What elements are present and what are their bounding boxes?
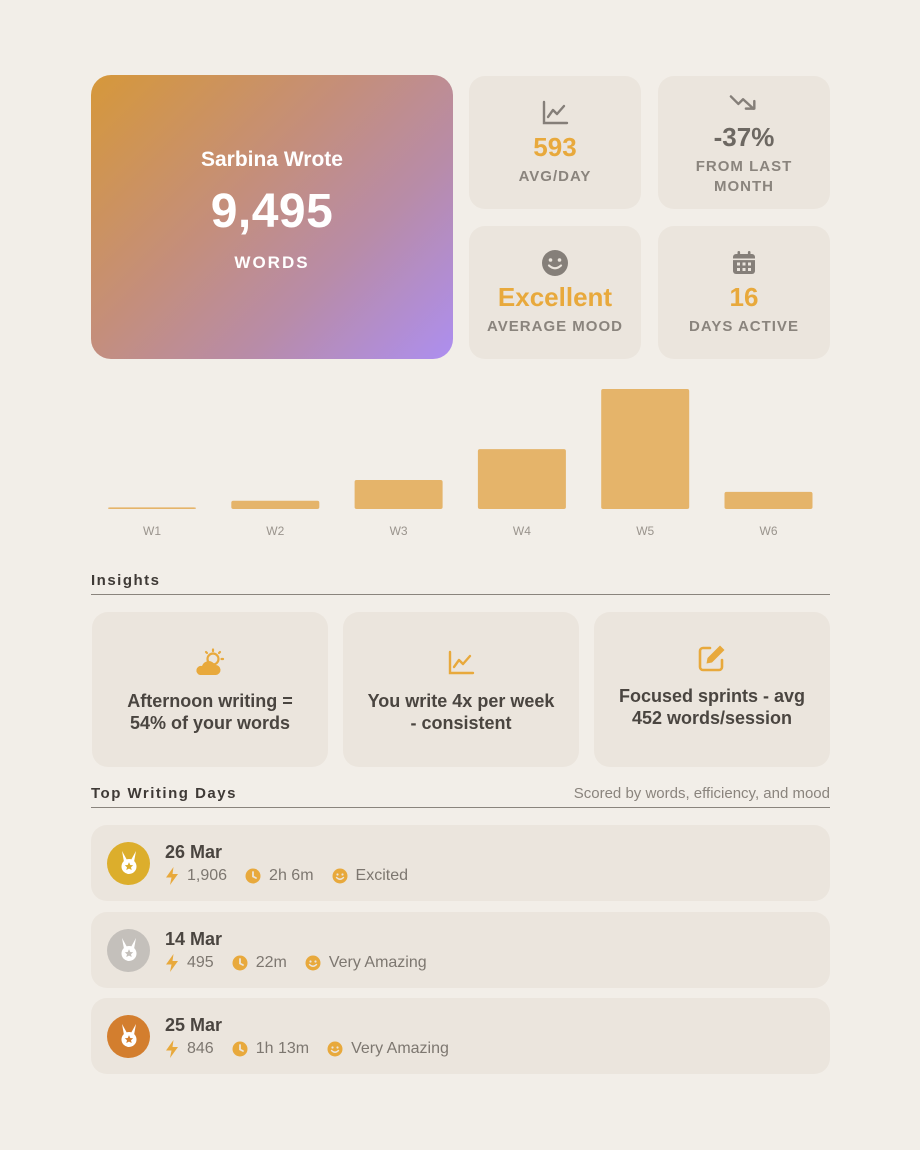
average-mood-label: AVERAGE MOOD bbox=[487, 318, 623, 335]
top-day-row[interactable]: 25 Mar 846 1h 13m Very Amazing bbox=[91, 998, 830, 1074]
top-day-meta: 495 22m Very Amazing bbox=[165, 953, 445, 972]
bar-w1[interactable] bbox=[108, 507, 196, 509]
x-tick-label: W5 bbox=[636, 524, 654, 538]
stat-days-active: 16 DAYS ACTIVE bbox=[658, 226, 830, 359]
top-day-date: 26 Mar bbox=[165, 841, 223, 862]
top-day-mood: Very Amazing bbox=[327, 1040, 449, 1058]
bar-w2[interactable] bbox=[231, 500, 320, 509]
bar-w3[interactable] bbox=[354, 480, 443, 509]
bar-w6[interactable] bbox=[724, 491, 813, 509]
smiley-icon bbox=[327, 1041, 343, 1056]
average-mood-value: Excellent bbox=[497, 282, 613, 312]
top-day-duration: 1h 13m bbox=[232, 1040, 309, 1058]
top-day-words-value: 495 bbox=[187, 953, 214, 971]
top-day-duration-value: 2h 6m bbox=[269, 866, 314, 884]
top-day-duration: 22m bbox=[232, 954, 287, 972]
top-day-mood: Very Amazing bbox=[305, 954, 427, 972]
smiley-icon bbox=[332, 868, 348, 883]
top-day-mood-value: Excited bbox=[355, 866, 408, 884]
top-day-mood-value: Very Amazing bbox=[328, 953, 427, 971]
top-day-info: 26 Mar 1,906 2h 6m Excited bbox=[165, 842, 426, 885]
gold-medal-icon bbox=[107, 841, 150, 885]
sun-cloud-icon bbox=[193, 646, 227, 680]
top-day-info: 25 Mar 846 1h 13m Very Amazing bbox=[165, 1015, 467, 1058]
x-tick-label: W2 bbox=[266, 524, 284, 538]
top-day-words-value: 1,906 bbox=[187, 866, 228, 884]
weekly-words-chart: W1 W2 W3 W4 W5 W6 bbox=[91, 380, 831, 545]
calendar-icon bbox=[729, 248, 759, 278]
hero-unit: WORDS bbox=[234, 252, 310, 272]
stat-average-mood: Excellent AVERAGE MOOD bbox=[469, 226, 641, 359]
top-day-words: 1,906 bbox=[165, 866, 228, 885]
x-tick-label: W1 bbox=[143, 524, 161, 538]
x-tick-label: W3 bbox=[390, 524, 408, 538]
top-day-words-value: 846 bbox=[187, 1039, 214, 1057]
total-words-value: 9,495 bbox=[210, 184, 334, 238]
top-day-date: 25 Mar bbox=[165, 1014, 223, 1035]
monthly-change-value: -37% bbox=[713, 122, 775, 152]
avg-per-day-label: AVG/DAY bbox=[518, 168, 592, 185]
top-day-meta: 1,906 2h 6m Excited bbox=[165, 866, 426, 885]
insight-text: Focused sprints - avg 452 words/session bbox=[618, 685, 806, 728]
top-days-title: Top Writing Days bbox=[91, 785, 237, 802]
top-day-meta: 846 1h 13m Very Amazing bbox=[165, 1039, 467, 1058]
stat-avg-per-day: 593 AVG/DAY bbox=[469, 76, 641, 209]
days-active-value: 16 bbox=[729, 282, 759, 312]
insight-text: Afternoon writing = 54% of your words bbox=[127, 690, 293, 733]
clock-icon bbox=[232, 955, 248, 970]
top-day-date: 14 Mar bbox=[165, 928, 223, 949]
days-active-label: DAYS ACTIVE bbox=[689, 318, 799, 335]
bolt-icon bbox=[166, 866, 178, 885]
clock-icon bbox=[245, 868, 261, 883]
silver-medal-icon bbox=[107, 928, 150, 972]
edit-icon bbox=[695, 641, 729, 675]
top-day-mood-value: Very Amazing bbox=[351, 1039, 449, 1057]
stat-monthly-change: -37% FROM LAST MONTH bbox=[658, 76, 830, 209]
bar-w4[interactable] bbox=[477, 449, 566, 509]
top-day-duration-value: 1h 13m bbox=[255, 1039, 310, 1057]
insight-text: You write 4x per week - consistent bbox=[367, 690, 555, 733]
smiley-icon bbox=[540, 248, 570, 278]
top-day-words: 846 bbox=[165, 1039, 214, 1058]
top-day-duration: 2h 6m bbox=[245, 866, 314, 885]
insight-card: Afternoon writing = 54% of your words bbox=[92, 612, 328, 767]
bolt-icon bbox=[166, 953, 178, 972]
top-days-header: Top Writing Days Scored by words, effici… bbox=[91, 785, 830, 808]
x-tick-label: W6 bbox=[760, 524, 778, 538]
bolt-icon bbox=[166, 1039, 178, 1058]
weekly-words-chart-svg: W1 W2 W3 W4 W5 W6 bbox=[108, 389, 813, 538]
top-day-row[interactable]: 14 Mar 495 22m Very Amazing bbox=[91, 912, 830, 988]
monthly-change-label-line2: MONTH bbox=[714, 178, 774, 195]
chart-line-icon bbox=[540, 98, 570, 128]
total-words-card: Sarbina Wrote 9,495 WORDS bbox=[91, 75, 453, 359]
smiley-icon bbox=[305, 955, 321, 970]
chart-line-icon bbox=[444, 646, 478, 680]
bar-w5[interactable] bbox=[601, 389, 690, 509]
top-day-info: 14 Mar 495 22m Very Amazing bbox=[165, 929, 445, 972]
avg-per-day-value: 593 bbox=[533, 132, 577, 162]
x-tick-label: W4 bbox=[513, 524, 531, 538]
clock-icon bbox=[232, 1041, 248, 1056]
top-day-row[interactable]: 26 Mar 1,906 2h 6m Excited bbox=[91, 825, 830, 901]
insights-header: Insights bbox=[91, 572, 830, 595]
top-day-words: 495 bbox=[165, 953, 214, 972]
insight-card: Focused sprints - avg 452 words/session bbox=[594, 612, 830, 767]
insight-card: You write 4x per week - consistent bbox=[343, 612, 579, 767]
hero-title: Sarbina Wrote bbox=[201, 147, 343, 171]
monthly-change-label-line1: FROM LAST bbox=[695, 158, 793, 175]
monthly-change-label: FROM LAST MONTH bbox=[696, 157, 793, 197]
top-days-subtitle: Scored by words, efficiency, and mood bbox=[573, 785, 830, 802]
trend-down-icon bbox=[729, 88, 759, 118]
top-day-duration-value: 22m bbox=[255, 953, 287, 971]
bronze-medal-icon bbox=[107, 1014, 150, 1058]
insights-title: Insights bbox=[91, 572, 161, 589]
top-day-mood: Excited bbox=[332, 867, 408, 885]
